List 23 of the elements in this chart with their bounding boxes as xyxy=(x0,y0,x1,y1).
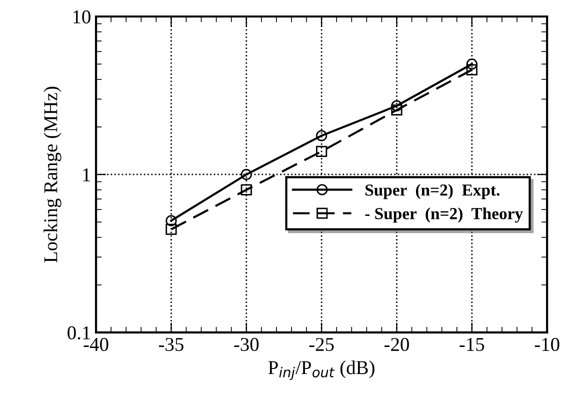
x-tick-label: -30 xyxy=(234,338,259,352)
point xyxy=(316,130,328,142)
legend-label: - Super (n=2) Theory xyxy=(365,208,523,223)
x-tick-label: -35 xyxy=(158,338,184,352)
x-tick-label: -40 xyxy=(84,338,108,352)
point xyxy=(391,104,402,116)
point xyxy=(240,184,252,196)
x-axis-title: P$_{inj}$/P$_{out}$ (dB) xyxy=(268,360,374,380)
point xyxy=(316,146,328,157)
y-tick-label: 1 xyxy=(83,168,90,182)
x-tick-label: -15 xyxy=(460,338,484,352)
x-tick-label: -10 xyxy=(534,338,560,352)
y-tick-label: 10 xyxy=(73,10,90,24)
y-tick-label: 0.1 xyxy=(68,326,90,340)
legend-label: Super (n=2) Expt. xyxy=(366,184,500,200)
point xyxy=(466,64,478,76)
x-tick-label: -25 xyxy=(309,338,334,352)
x-tick-label: -20 xyxy=(384,338,409,352)
point xyxy=(166,215,177,226)
point xyxy=(466,58,478,70)
point xyxy=(166,224,177,235)
y-axis-title: Locking Range (MHz) xyxy=(44,86,62,262)
point xyxy=(240,168,252,180)
